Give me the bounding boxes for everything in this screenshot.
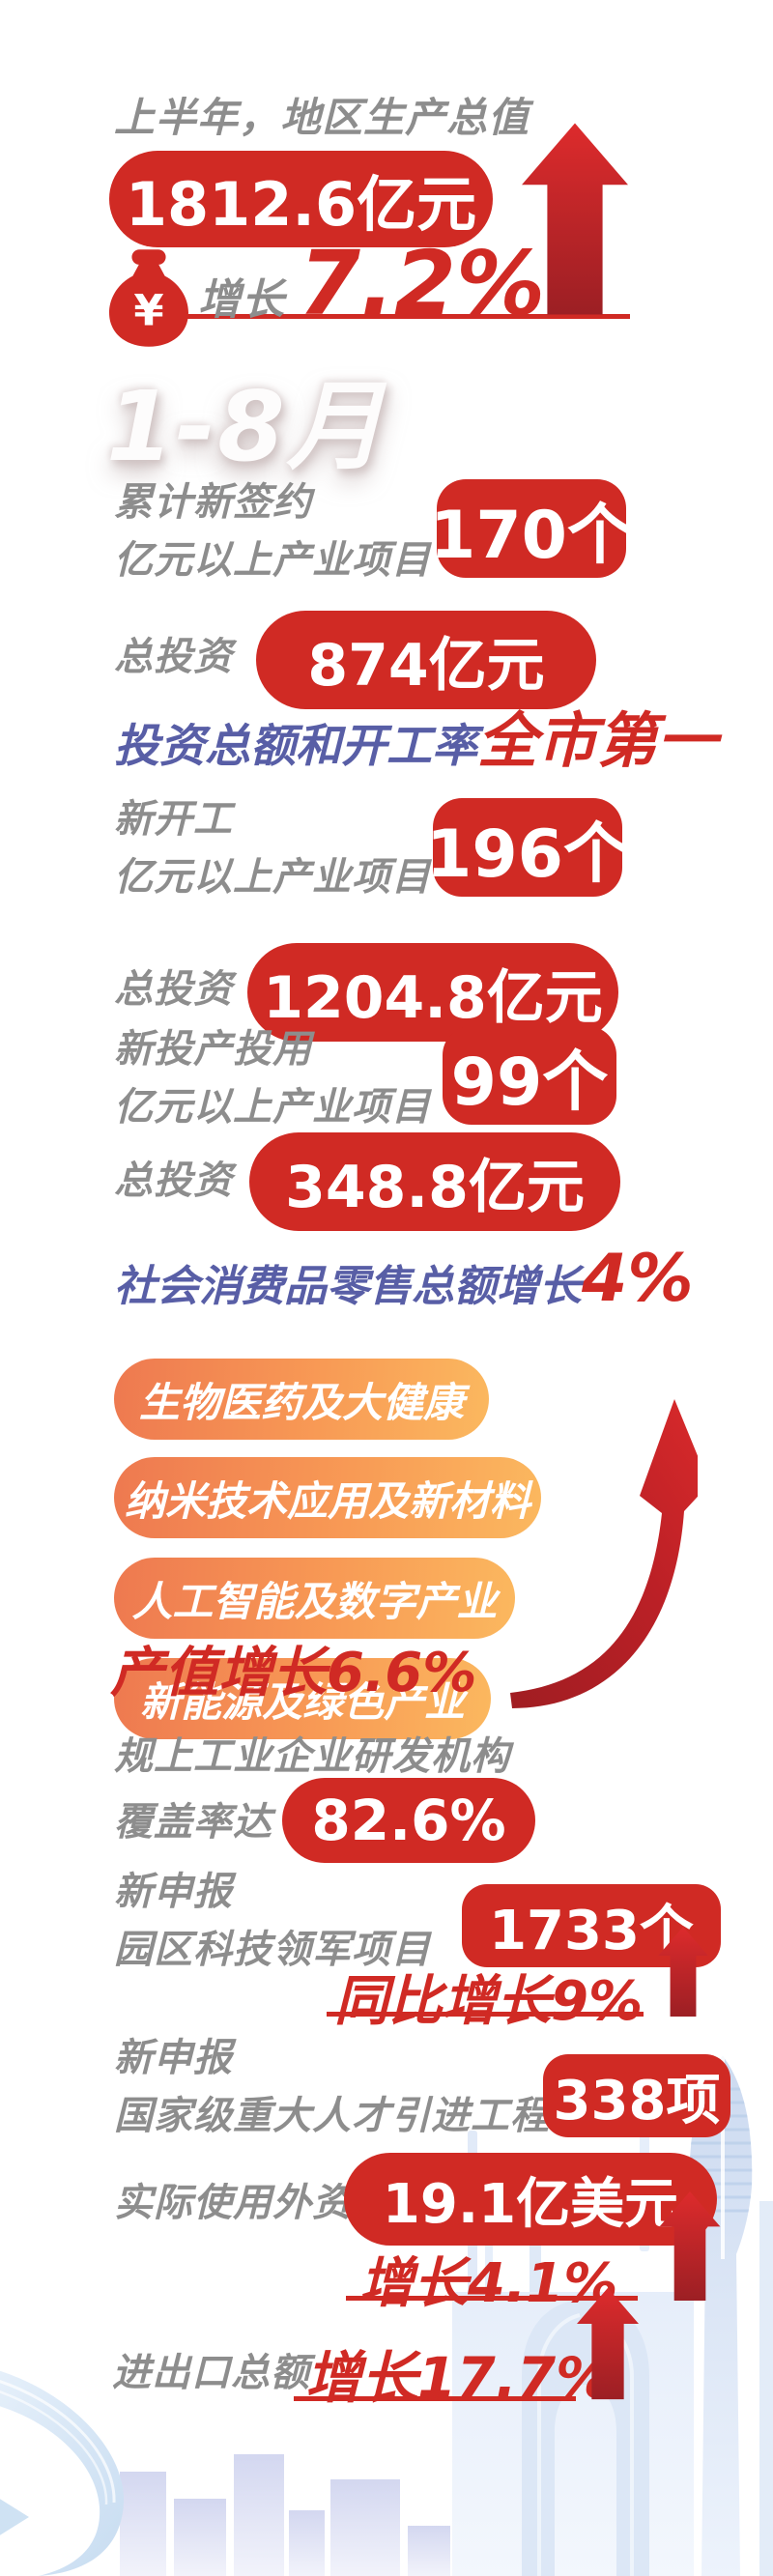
gdp-growth-label: 增长 <box>198 275 285 325</box>
talent-label-line1: 新申报 <box>114 2036 233 2080</box>
up-arrow-icon <box>577 2287 639 2400</box>
gdp-baseline <box>184 314 630 319</box>
decor-bar <box>485 2179 493 2314</box>
talent-label-line2: 国家级重大人才引进工程 <box>114 2094 550 2138</box>
foreign-growth-text: 增长4.1% <box>359 2252 618 2315</box>
gdp-title: 上半年，地区生产总值 <box>114 94 530 141</box>
started-invest-pill: 1204.8亿元 <box>247 943 618 1042</box>
started-label: 新开工 亿元以上产业项目 <box>114 790 431 906</box>
industry-pill-ai: 人工智能及数字产业 <box>114 1558 515 1639</box>
city-skyline <box>120 2454 450 2576</box>
tech-growth-text: 同比增长9% <box>334 1970 644 2033</box>
signed-invest-label: 总投资 <box>114 635 233 679</box>
foreign-value-pill: 19.1亿美元 <box>344 2153 717 2246</box>
industries-growth-text: 产值增长6.6% <box>110 1642 477 1704</box>
up-arrow-icon <box>658 1927 708 2017</box>
rnd-label-line1: 规上工业企业研发机构 <box>114 1734 510 1779</box>
started-count-badge: 196个 <box>426 798 629 897</box>
operational-label-line2: 亿元以上产业项目 <box>114 1085 431 1130</box>
tech-label-line2: 园区科技领军项目 <box>114 1928 431 1972</box>
rnd-label-line2: 覆盖率达 <box>114 1800 272 1845</box>
industry-pill-energy: 新能源及绿色产业 <box>114 1658 491 1739</box>
rnd-value-pill: 82.6% <box>282 1778 535 1863</box>
trade-growth-underline <box>294 2396 576 2401</box>
ribbon-swoosh <box>0 2370 125 2576</box>
period-title: 1-8月 <box>106 370 386 483</box>
industry-pill-biomed: 生物医药及大健康 <box>114 1359 489 1440</box>
foreign-label: 实际使用外资 <box>114 2181 352 2225</box>
up-arrow-icon <box>522 123 628 315</box>
operational-invest-label: 总投资 <box>114 1159 233 1203</box>
operational-count-badge: 99个 <box>443 1026 616 1125</box>
started-label-line1: 新开工 <box>114 797 233 842</box>
tech-count-badge: 1733个 <box>462 1884 721 1967</box>
tech-label-line1: 新申报 <box>114 1870 233 1914</box>
industry-pill-nanotech: 纳米技术应用及新材料 <box>114 1457 541 1538</box>
signed-label: 累计新签约 亿元以上产业项目 <box>114 473 431 589</box>
foreign-growth-underline <box>346 2296 638 2301</box>
retail-headline-red: 4% <box>582 1241 694 1317</box>
started-invest-label: 总投资 <box>114 967 233 1012</box>
trade-label: 进出口总额 <box>112 2351 310 2395</box>
signed-invest-pill: 874亿元 <box>256 611 596 709</box>
talent-count-badge: 338项 <box>543 2054 730 2137</box>
svg-text:¥: ¥ <box>133 284 163 335</box>
started-label-line2: 亿元以上产业项目 <box>114 855 431 900</box>
operational-label: 新投产投用 亿元以上产业项目 <box>114 1020 431 1136</box>
tech-growth-underline <box>327 2012 644 2017</box>
money-bag-icon: ¥ <box>109 249 188 347</box>
rank-headline-red: 全市第一 <box>477 705 718 776</box>
gdp-growth-value: 7.2% <box>299 232 546 335</box>
retail-headline-blue: 社会消费品零售总额增长 <box>114 1262 582 1311</box>
trade-growth-text: 增长17.7% <box>305 2345 613 2411</box>
operational-invest-pill: 348.8亿元 <box>249 1132 620 1231</box>
up-arrow-icon <box>659 2191 721 2301</box>
curved-growth-arrow-icon <box>510 1399 698 1708</box>
signed-label-line1: 累计新签约 <box>114 480 312 525</box>
operational-label-line1: 新投产投用 <box>114 1027 312 1072</box>
rank-headline-blue: 投资总额和开工率 <box>114 720 477 773</box>
signed-count-badge: 170个 <box>430 479 633 578</box>
signed-label-line2: 亿元以上产业项目 <box>114 538 431 583</box>
gdp-value-pill: 1812.6亿元 <box>109 151 493 247</box>
